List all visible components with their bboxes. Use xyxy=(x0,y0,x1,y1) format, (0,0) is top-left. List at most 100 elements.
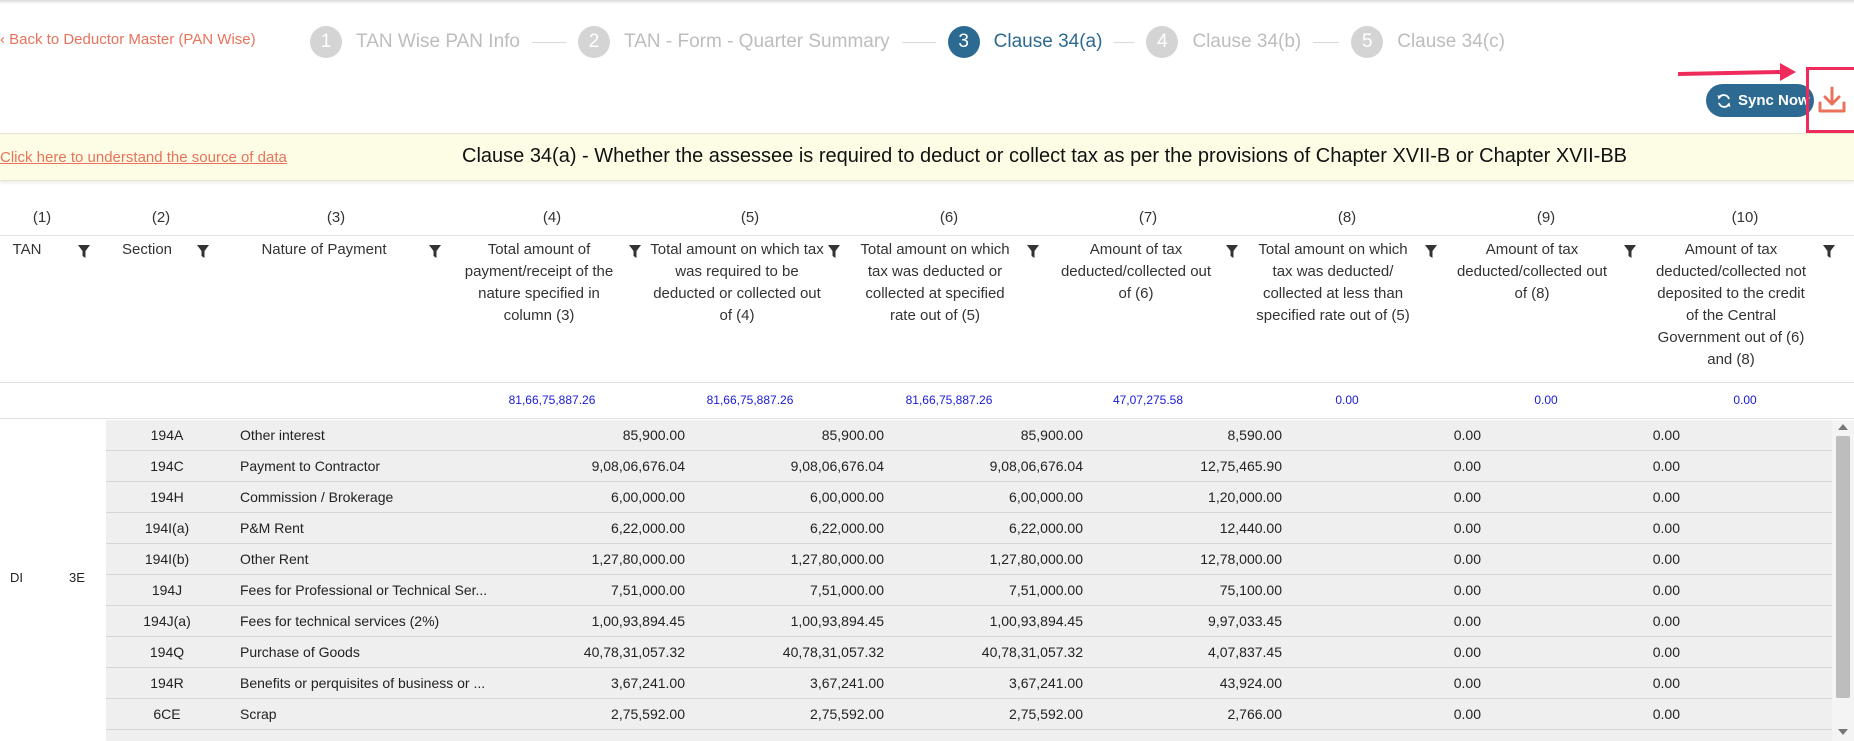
scroll-down-icon[interactable] xyxy=(1838,729,1848,735)
amount-cell-c5: 3,67,241.00 xyxy=(810,675,884,691)
amount-cell-c5: 85,900.00 xyxy=(821,427,884,443)
amount-cell-c8: 0.00 xyxy=(1453,644,1481,660)
amount-cell-c9: 0.00 xyxy=(1652,458,1680,474)
step-connector xyxy=(532,41,566,43)
sync-now-button[interactable]: Sync Now xyxy=(1706,84,1814,117)
table-rows: 194A Other interest 85,900.00 85,900.00 85,9… xyxy=(106,420,1854,741)
annotation-arrow-icon xyxy=(1678,63,1796,81)
amount-cell-c7: 12,75,465.90 xyxy=(1200,458,1282,474)
step-4[interactable]: 4 Clause 34(b) xyxy=(1146,26,1301,58)
header-section: Section xyxy=(121,241,173,258)
section-cell: 194I(b) xyxy=(144,551,190,567)
step-1[interactable]: 1 TAN Wise PAN Info xyxy=(310,26,520,58)
col-number: (9) xyxy=(1536,209,1556,226)
table-row[interactable]: 194I(b) Other Rent 1,27,80,000.00 1,27,80,0… xyxy=(106,544,1854,575)
header-col-9: Amount of tax deducted/collected out of … xyxy=(1456,241,1608,302)
filter-icon[interactable] xyxy=(629,245,641,259)
scroll-up-icon[interactable] xyxy=(1838,424,1848,430)
filter-icon[interactable] xyxy=(1226,245,1238,259)
header-col-5: Total amount on which tax was required t… xyxy=(650,241,824,324)
amount-cell-c5: 1,27,80,000.00 xyxy=(790,551,884,567)
amount-cell-c9: 0.00 xyxy=(1652,706,1680,722)
amount-cell-c8: 0.00 xyxy=(1453,489,1481,505)
source-of-data-link[interactable]: Click here to understand the source of d… xyxy=(0,149,287,166)
top-shadow xyxy=(0,0,1854,4)
download-icon xyxy=(1818,86,1845,113)
header-tan: TAN xyxy=(12,241,42,258)
amount-cell-c4: 7,51,000.00 xyxy=(611,582,685,598)
section-cell: 194H xyxy=(150,489,184,505)
filter-icon[interactable] xyxy=(429,245,441,259)
filter-icon[interactable] xyxy=(828,245,840,259)
amount-cell-c6: 1,00,93,894.45 xyxy=(989,613,1083,629)
step-3-label: Clause 34(a) xyxy=(993,31,1103,52)
step-5[interactable]: 5 Clause 34(c) xyxy=(1351,26,1505,58)
table-row[interactable]: 194J(a) Fees for technical services (2%) 1… xyxy=(106,606,1854,637)
total-col-9: 0.00 xyxy=(1534,393,1558,407)
section-cell: 194I(a) xyxy=(144,520,190,536)
table-row[interactable]: 194R Benefits or perquisites of business … xyxy=(106,668,1854,699)
filter-icon[interactable] xyxy=(1425,245,1437,259)
amount-cell-c4: 6,00,000.00 xyxy=(611,489,685,505)
step-connector xyxy=(1114,41,1135,43)
total-col-7: 47,07,275.58 xyxy=(1112,393,1184,407)
step-2[interactable]: 2 TAN - Form - Quarter Summary xyxy=(578,26,890,58)
back-to-deductor-master-link[interactable]: ‹ Back to Deductor Master (PAN Wise) xyxy=(0,31,256,48)
col-number: (2) xyxy=(151,209,171,226)
col-number: (4) xyxy=(542,209,562,226)
filter-icon[interactable] xyxy=(1823,245,1835,259)
amount-cell-c8: 0.00 xyxy=(1453,582,1481,598)
table-row[interactable]: 194J Fees for Professional or Technical S… xyxy=(106,575,1854,606)
table-row[interactable]: 194H Commission / Brokerage 6,00,000.00 6,0… xyxy=(106,482,1854,513)
col-number: (6) xyxy=(939,209,959,226)
download-button[interactable] xyxy=(1806,67,1854,133)
amount-cell-c4: 1,27,80,000.00 xyxy=(591,551,685,567)
amount-cell-c5: 7,51,000.00 xyxy=(810,582,884,598)
table-row[interactable]: 194Q Purchase of Goods 40,78,31,057.32 40,7… xyxy=(106,637,1854,668)
table-row[interactable]: 6CE Scrap 2,75,592.00 2,75,592.00 2,75,592.0… xyxy=(106,699,1854,730)
table-row[interactable]: 194I(a) P&M Rent 6,22,000.00 6,22,000.00 6,2… xyxy=(106,513,1854,544)
totals-divider xyxy=(0,418,1854,419)
amount-cell-c9: 0.00 xyxy=(1652,675,1680,691)
amount-cell-c8: 0.00 xyxy=(1453,520,1481,536)
amount-cell-c8: 0.00 xyxy=(1453,675,1481,691)
col-number: (5) xyxy=(740,209,760,226)
amount-cell-c5: 9,08,06,676.04 xyxy=(790,458,884,474)
nature-cell: Scrap xyxy=(240,706,277,722)
section-cell: 194J(a) xyxy=(143,613,191,629)
amount-cell-c5: 2,75,592.00 xyxy=(810,706,884,722)
amount-cell-c5: 1,00,93,894.45 xyxy=(790,613,884,629)
amount-cell-c6: 1,27,80,000.00 xyxy=(989,551,1083,567)
col-number: (7) xyxy=(1138,209,1158,226)
amount-cell-c5: 40,78,31,057.32 xyxy=(782,644,884,660)
tan-cell: DI 3E xyxy=(0,420,106,741)
step-4-label: Clause 34(b) xyxy=(1192,31,1302,52)
section-cell: 194C xyxy=(150,458,184,474)
header-col-6: Total amount on which tax was deducted o… xyxy=(860,241,1010,324)
step-3[interactable]: 3 Clause 34(a) xyxy=(947,26,1103,58)
filter-icon[interactable] xyxy=(78,245,90,259)
step-2-number: 2 xyxy=(578,26,610,58)
nature-cell: Fees for technical services (2%) xyxy=(240,613,440,629)
clause-banner: Click here to understand the source of d… xyxy=(0,133,1854,181)
filter-icon[interactable] xyxy=(1027,245,1039,259)
amount-cell-c6: 40,78,31,057.32 xyxy=(981,644,1083,660)
vertical-scrollbar[interactable] xyxy=(1832,420,1854,741)
amount-cell-c8: 0.00 xyxy=(1453,551,1481,567)
amount-cell-c7: 12,78,000.00 xyxy=(1200,551,1282,567)
amount-cell-c8: 0.00 xyxy=(1453,458,1481,474)
amount-cell-c7: 1,20,000.00 xyxy=(1208,489,1282,505)
scroll-thumb[interactable] xyxy=(1836,436,1850,698)
amount-cell-c9: 0.00 xyxy=(1652,613,1680,629)
table-body: DI 3E 194A Other interest 85,900.00 85,900.… xyxy=(0,420,1854,741)
table-row[interactable]: 194C Payment to Contractor 9,08,06,676.04 9… xyxy=(106,451,1854,482)
filter-icon[interactable] xyxy=(197,245,209,259)
col-number: (10) xyxy=(1731,209,1759,226)
step-5-number: 5 xyxy=(1351,26,1384,58)
section-cell: 194A xyxy=(150,427,184,443)
table-row[interactable]: 194A Other interest 85,900.00 85,900.00 85,9… xyxy=(106,420,1854,451)
step-4-number: 4 xyxy=(1146,26,1179,58)
amount-cell-c5: 6,22,000.00 xyxy=(810,520,884,536)
nature-cell: Other Rent xyxy=(240,551,309,567)
filter-icon[interactable] xyxy=(1624,245,1636,259)
